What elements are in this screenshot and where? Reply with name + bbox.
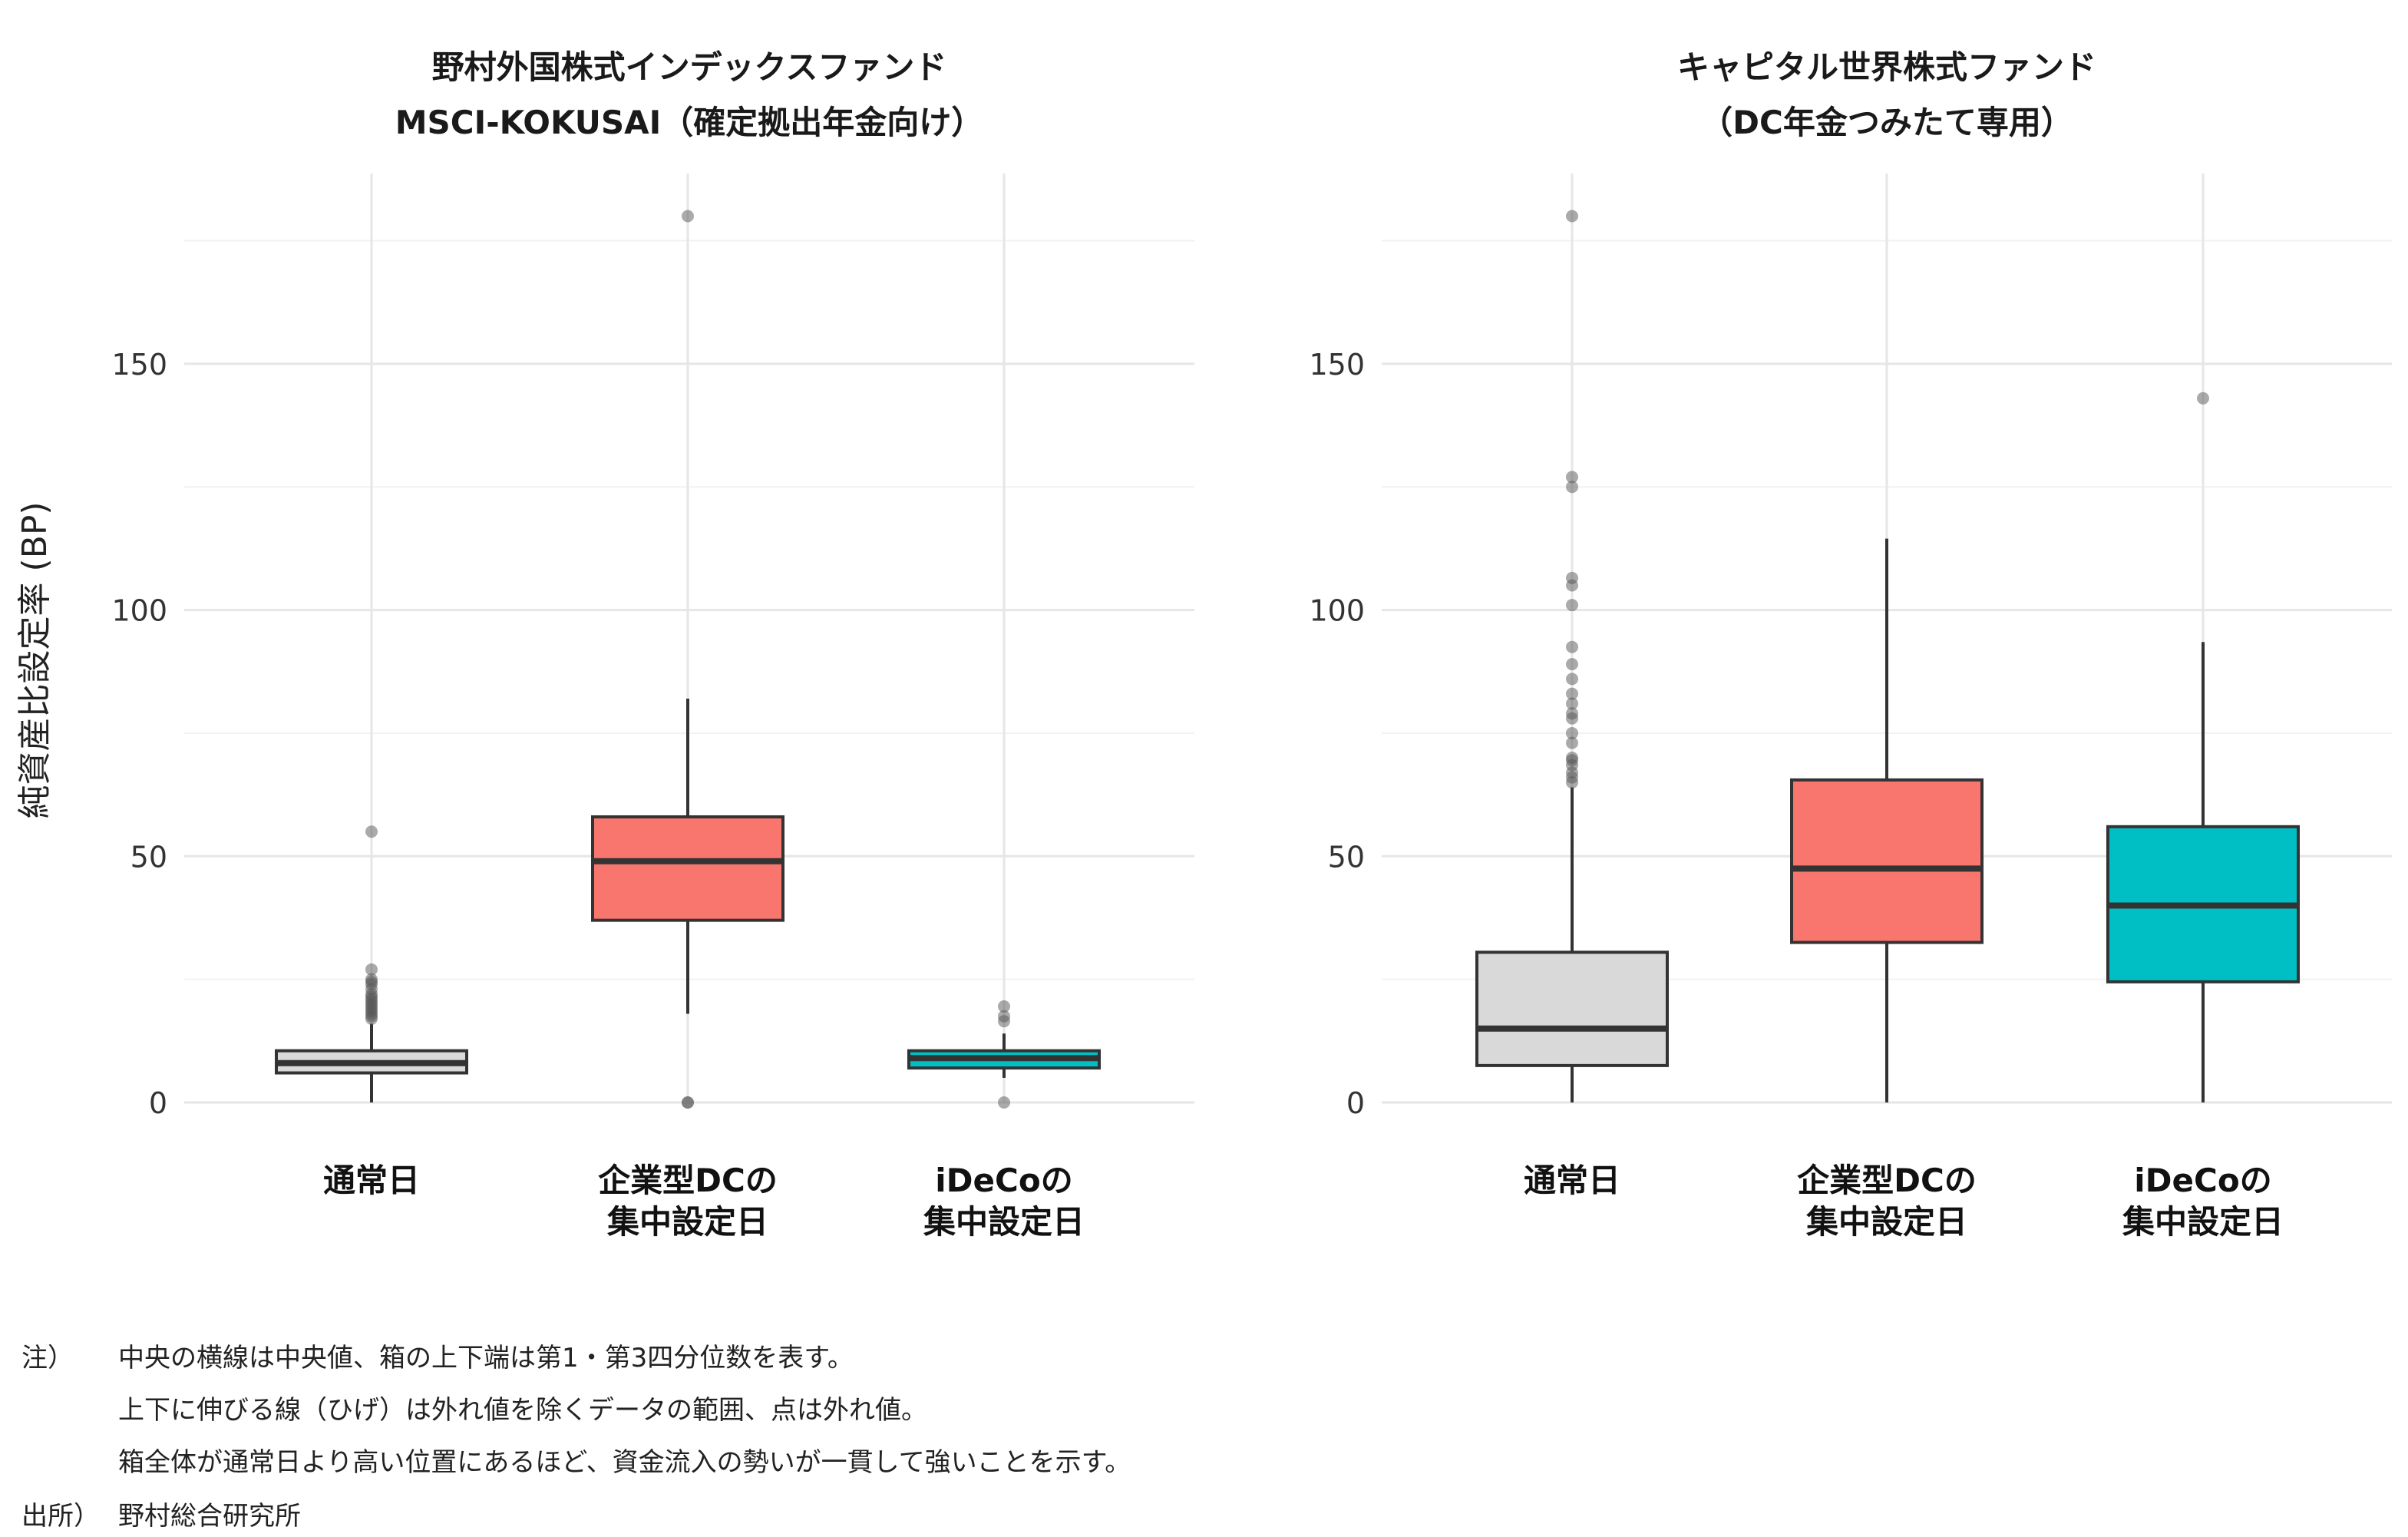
- notes: 注） 中央の横線は中央値、箱の上下端は第1・第3四分位数を表す。 上下に伸びる線…: [21, 1343, 1131, 1532]
- box: [1475, 950, 1669, 1067]
- x-category-label: 企業型DCの: [598, 1162, 778, 1199]
- source-label: 出所）: [21, 1501, 100, 1532]
- x-category-label: 企業型DCの: [1797, 1162, 1977, 1199]
- outlier-point: [1566, 752, 1578, 765]
- outlier-point: [1566, 736, 1578, 749]
- box: [1790, 778, 1984, 944]
- y-tick-label: 150: [1309, 348, 1365, 382]
- outlier-point: [682, 210, 694, 223]
- outlier-point: [365, 963, 378, 976]
- outlier-point: [365, 973, 378, 986]
- panel-right: キャピタル世界株式ファンド （DC年金つみたて専用） 0 50 100 150 通常日 企…: [1309, 48, 2392, 1241]
- source-text: 野村総合研究所: [118, 1501, 301, 1532]
- outlier-point: [998, 1000, 1010, 1013]
- x-category-label: 集中設定日: [1805, 1203, 1967, 1241]
- panel-title-line2: （DC年金つみたて専用）: [1700, 104, 2073, 141]
- x-category-label: iDeCoの: [2134, 1162, 2271, 1199]
- outlier-point: [1566, 571, 1578, 584]
- panel-title-line1: 野村外国株式インデックスファンド: [432, 48, 947, 86]
- outlier-point: [1566, 599, 1578, 612]
- y-axis-label: 純資産比設定率 (BP): [15, 501, 55, 818]
- y-tick-label: 50: [130, 840, 167, 874]
- outlier-point: [1566, 697, 1578, 710]
- outlier-point: [1566, 471, 1578, 484]
- y-tick-label: 100: [111, 594, 167, 628]
- x-category-label: 集中設定日: [2122, 1203, 2284, 1241]
- y-tick-label: 150: [111, 348, 167, 382]
- y-tick-label: 100: [1309, 594, 1365, 628]
- outlier-point: [1566, 658, 1578, 671]
- outlier-point: [1566, 640, 1578, 653]
- y-tick-label: 0: [149, 1086, 167, 1120]
- note-line: 上下に伸びる線（ひげ）は外れ値を除くデータの範囲、点は外れ値。: [118, 1395, 927, 1426]
- x-category-label: 集中設定日: [923, 1203, 1085, 1241]
- outlier-point: [1566, 726, 1578, 739]
- outlier-point: [1566, 687, 1578, 700]
- outlier-point: [1566, 210, 1578, 223]
- y-tick-label: 50: [1328, 840, 1365, 874]
- x-category-label: 集中設定日: [606, 1203, 768, 1241]
- note-line: 中央の横線は中央値、箱の上下端は第1・第3四分位数を表す。: [118, 1343, 854, 1373]
- outlier-point: [998, 1096, 1010, 1109]
- outlier-point: [1566, 673, 1578, 686]
- y-tick-label: 0: [1346, 1086, 1365, 1120]
- note-line: 箱全体が通常日より高い位置にあるほど、資金流入の勢いが一貫して強いことを示す。: [118, 1447, 1131, 1478]
- outlier-point: [365, 825, 378, 838]
- outlier-point: [682, 1096, 694, 1109]
- outlier-point: [998, 1010, 1010, 1023]
- x-category-label: 通常日: [323, 1162, 420, 1199]
- note-label: 注）: [21, 1343, 74, 1373]
- x-category-label: 通常日: [1524, 1162, 1620, 1199]
- outlier-point: [1566, 707, 1578, 720]
- panel-title-line2: MSCI-KOKUSAI（確定拠出年金向け）: [395, 104, 984, 141]
- x-category-label: iDeCoの: [935, 1162, 1072, 1199]
- outlier-point: [1566, 481, 1578, 494]
- panel-title-line1: キャピタル世界株式ファンド: [1677, 48, 2096, 86]
- outlier-point: [2197, 392, 2209, 405]
- box: [591, 815, 784, 922]
- panel-left: 野村外国株式インデックスファンド MSCI-KOKUSAI（確定拠出年金向け） …: [111, 48, 1194, 1241]
